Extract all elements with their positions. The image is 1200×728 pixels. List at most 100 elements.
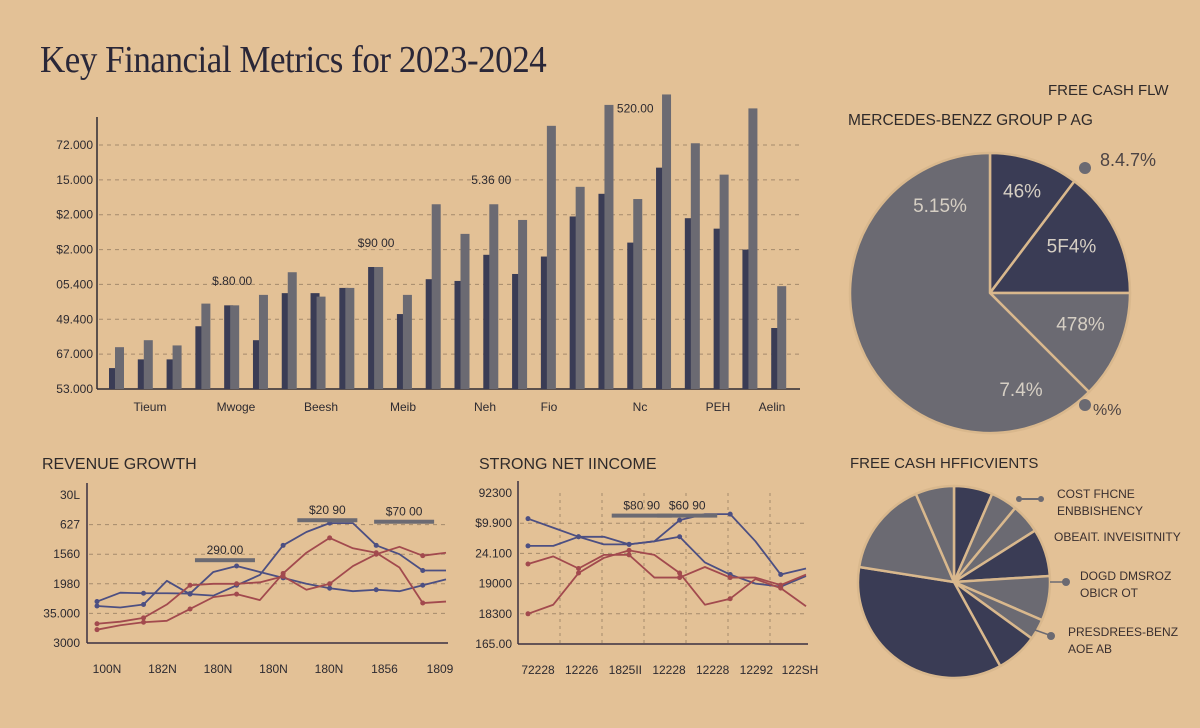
bar — [195, 326, 205, 389]
free-cash-flow-label: FREE CASH FLW — [1048, 82, 1169, 99]
bar — [201, 303, 211, 389]
x-tick-label: 180N — [259, 662, 288, 676]
bar-chart: 53.000 67.000 49.400 05.400 $2.000 $2.000 15.0… — [56, 94, 800, 414]
line1-title: REVENUE GROWTH — [42, 456, 197, 473]
bar — [684, 218, 694, 389]
series-line — [527, 517, 807, 588]
data-point — [373, 551, 379, 557]
bar — [489, 204, 499, 389]
callout-dot — [1047, 632, 1055, 640]
data-point — [727, 596, 733, 602]
pie-slice-label: 7.4% — [999, 380, 1042, 401]
pie-chart-mercedes: 46% 5F4% 478% 5.15% 7.4% 8.4.7%%% — [848, 150, 1156, 435]
callout-dot — [1079, 399, 1091, 411]
data-point — [327, 535, 333, 541]
x-tick-label: Beesh — [304, 400, 338, 414]
data-point — [677, 575, 683, 581]
data-point — [626, 552, 632, 558]
bar — [569, 216, 579, 389]
y-tick-label: 165.00 — [475, 637, 512, 651]
y-tick-label: $2.000 — [56, 208, 93, 222]
data-point — [373, 542, 379, 548]
bar — [454, 280, 464, 389]
y-tick-label: 15.000 — [56, 173, 93, 187]
y-tick-label: 627 — [60, 518, 80, 532]
page-title: Key Financial Metrics for 2023-2024 — [40, 39, 547, 81]
callout-label: %% — [1093, 402, 1121, 419]
data-label: $80 90 — [623, 499, 660, 513]
data-point — [727, 511, 733, 517]
bar — [483, 254, 493, 389]
data-point — [525, 516, 531, 522]
legend-label: ENBBISHENCY — [1057, 504, 1143, 518]
bar — [627, 242, 637, 389]
data-label: $60 90 — [669, 499, 706, 513]
pie-slice — [988, 180, 1132, 295]
data-point — [778, 572, 784, 578]
data-point — [727, 575, 733, 581]
x-tick-label: 12228 — [696, 663, 730, 677]
line2-title: STRONG NET IINCOME — [479, 456, 657, 473]
y-tick-label: 35.000 — [43, 606, 80, 620]
legend-label: PRESDREES-BENZ — [1068, 625, 1178, 639]
x-tick-label: Aelin — [759, 400, 786, 414]
bar — [598, 193, 608, 389]
bar — [604, 104, 614, 390]
data-label: $20 90 — [309, 503, 346, 517]
bar — [748, 108, 758, 390]
data-label: 290.00 — [207, 543, 244, 557]
x-tick-label: 12226 — [565, 663, 599, 677]
data-point — [327, 585, 333, 591]
bar — [137, 359, 147, 389]
data-label-underline — [297, 518, 358, 523]
data-label: $90 00 — [358, 236, 395, 250]
x-tick-label: 12228 — [652, 663, 686, 677]
bar — [518, 219, 528, 389]
pie-slice — [988, 151, 1076, 295]
x-tick-label: 1825II — [609, 663, 642, 677]
legend-label: OBICR OT — [1080, 586, 1139, 600]
data-label-underline — [194, 558, 255, 563]
y-tick-label: 1980 — [53, 577, 80, 591]
bar — [166, 359, 176, 389]
callout-dot — [1062, 578, 1070, 586]
pie2-title: FREE CASH HFFICVIENTS — [850, 455, 1039, 472]
line-chart-net-income: 165.00 18300 19000 24.100 $9.900 92300 $80 90 $… — [475, 481, 818, 677]
x-tick-label: 1809 — [427, 662, 454, 676]
x-tick-label: Meib — [390, 400, 416, 414]
bar — [316, 296, 326, 389]
y-tick-label: 1560 — [53, 547, 80, 561]
y-tick-label: 72.000 — [56, 138, 93, 152]
x-tick-label: Tieum — [134, 400, 167, 414]
pie-slice-label: 5.15% — [913, 196, 967, 217]
y-tick-label: 30L — [60, 488, 80, 502]
bar — [777, 286, 787, 389]
series-line — [96, 537, 447, 631]
data-point — [525, 543, 531, 549]
bar — [252, 340, 262, 389]
data-point — [94, 603, 100, 609]
bar — [172, 345, 182, 389]
pie-slice-label: 5F4% — [1047, 236, 1097, 257]
bar — [719, 174, 729, 389]
pie-slice — [988, 291, 1132, 394]
bar — [713, 228, 723, 389]
data-point — [677, 570, 683, 576]
data-point — [576, 534, 582, 540]
data-point — [420, 582, 426, 588]
bar — [143, 340, 153, 389]
legend-label: COST FHCNE — [1057, 487, 1135, 501]
pie-slice-label: 46% — [1003, 181, 1041, 202]
x-tick-label: 180N — [204, 662, 233, 676]
x-tick-label: Neh — [474, 400, 496, 414]
bar — [396, 314, 406, 389]
bar — [339, 287, 349, 389]
data-label-underline — [657, 513, 718, 518]
bar — [287, 272, 297, 389]
callout-label: 8.4.7% — [1100, 150, 1156, 170]
bar — [425, 279, 435, 389]
legend-label: OBEAIT. INVEISITNITY — [1054, 530, 1181, 544]
x-tick-label: 182N — [148, 662, 177, 676]
series-line — [96, 545, 447, 625]
